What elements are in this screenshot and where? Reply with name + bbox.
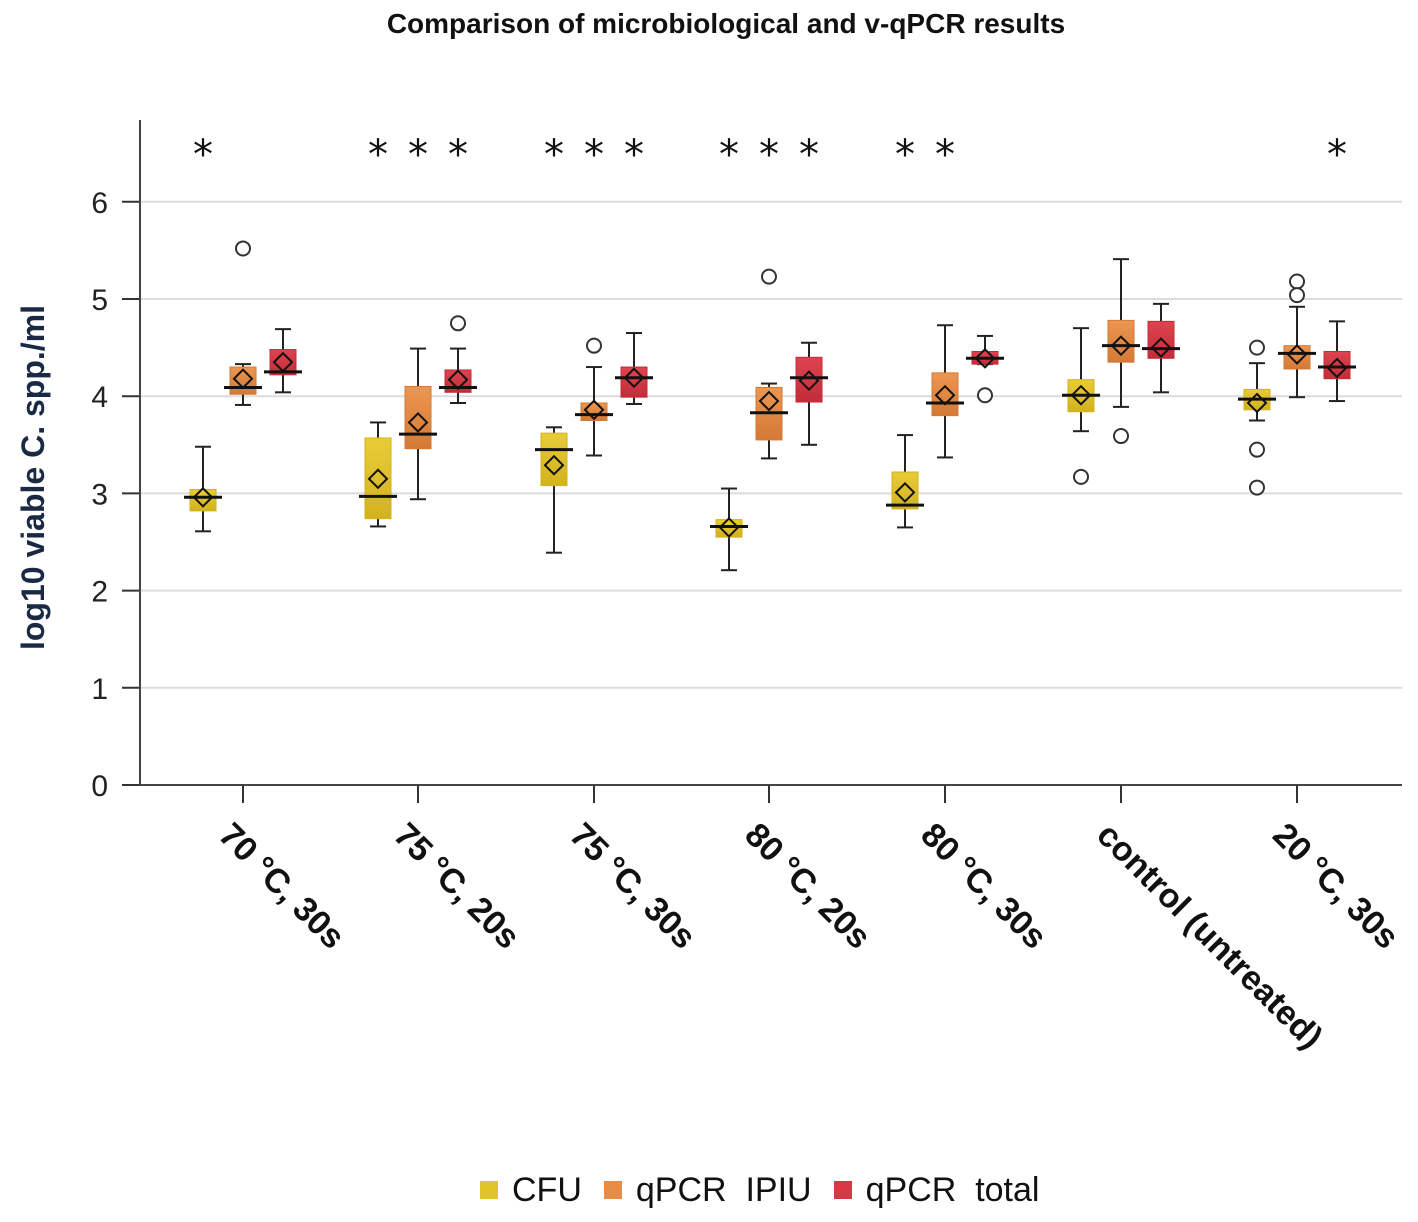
significance-marker: *: [448, 132, 468, 178]
mean-marker: [974, 347, 996, 369]
x-tick-label: 75 °C, 20s: [386, 816, 527, 957]
x-tick-label: 20 °C, 30s: [1265, 816, 1406, 957]
y-tick-label: 1: [91, 673, 108, 706]
significance-marker: *: [1327, 132, 1347, 178]
significance-marker: *: [719, 132, 739, 178]
mean-marker: [447, 369, 469, 391]
chart-title: Comparison of microbiological and v-qPCR…: [386, 8, 1066, 39]
mean-marker: [798, 370, 820, 392]
outlier-point: [1073, 468, 1089, 485]
mean-marker: [543, 454, 565, 476]
y-tick-label: 4: [91, 381, 108, 414]
outlier-point: [235, 240, 251, 257]
mean-marker: [272, 351, 294, 373]
legend-label: CFU: [512, 1170, 582, 1209]
legend: CFU qPCR IPIU qPCR total: [480, 1168, 1061, 1212]
mean-marker: [1246, 392, 1268, 414]
mean-marker: [407, 412, 429, 433]
legend-item: qPCR IPIU: [603, 1170, 812, 1210]
legend-item: CFU: [480, 1171, 582, 1210]
significance-marker: *: [544, 132, 564, 178]
y-tick-label: 5: [91, 284, 108, 317]
significance-marker: *: [624, 132, 644, 178]
legend-label: qPCR IPIU: [635, 1170, 812, 1209]
box-qpcr-total: [620, 366, 648, 398]
y-tick-label: 2: [91, 576, 108, 609]
outlier-point: [1249, 441, 1265, 458]
box-qpcr-ipiu: [229, 366, 257, 395]
outlier-point: [761, 268, 777, 285]
y-tick-label: 0: [91, 770, 108, 803]
legend-label: qPCR total: [865, 1170, 1040, 1209]
outlier-point: [1249, 479, 1265, 496]
box-cfu: [540, 432, 568, 487]
significance-marker: *: [895, 132, 915, 178]
y-axis-label: log10 viable C. spp./ml: [15, 305, 51, 650]
significance-marker: *: [935, 132, 955, 178]
outlier-point: [1113, 428, 1129, 445]
mean-marker: [367, 468, 389, 490]
outlier-point: [450, 315, 466, 332]
y-tick-label: 6: [91, 187, 108, 220]
box-cfu: [891, 471, 919, 510]
significance-marker: *: [799, 132, 819, 178]
x-tick-label: 80 °C, 20s: [737, 816, 878, 957]
outlier-point: [1249, 339, 1265, 356]
box-qpcr-total: [1323, 350, 1351, 380]
y-tick-label: 3: [91, 478, 108, 511]
significance-marker: *: [408, 132, 428, 178]
mean-marker: [1286, 343, 1308, 365]
mean-marker: [583, 399, 605, 421]
legend-item: qPCR total: [833, 1170, 1040, 1210]
outlier-point: [586, 337, 602, 354]
box-qpcr-ipiu: [1283, 345, 1311, 370]
mean-marker: [232, 368, 254, 390]
mean-marker: [1150, 337, 1172, 359]
outlier-point: [1289, 273, 1305, 290]
outlier-point: [977, 387, 993, 404]
labels: 0 1 2 3 4 5 6 log10 viable C. spp./ml 70 °C, 30s…: [15, 132, 1406, 1056]
boxplot-chart: 0 1 2 3 4 5 6 log10 viable C. spp./ml 70 °C, 30s…: [15, 120, 1406, 1056]
x-tick-label: 70 °C, 30s: [211, 816, 352, 957]
mean-marker: [894, 482, 916, 503]
significance-marker: *: [584, 132, 604, 178]
boxes: [184, 240, 1356, 572]
box-qpcr-ipiu: [404, 385, 432, 450]
x-tick-label: 75 °C, 30s: [562, 816, 703, 957]
mean-marker: [1110, 335, 1132, 357]
significance-marker: *: [368, 132, 388, 178]
significance-marker: *: [193, 132, 213, 178]
axes: [122, 120, 1402, 803]
mean-marker: [1070, 384, 1092, 406]
significance-marker: *: [759, 132, 779, 178]
x-tick-label: 80 °C, 30s: [913, 816, 1054, 957]
mean-marker: [758, 390, 780, 412]
mean-marker: [1326, 357, 1348, 379]
legend-swatch: [833, 1181, 852, 1199]
mean-marker: [623, 367, 645, 389]
mean-marker: [934, 384, 956, 406]
legend-swatch: [480, 1181, 498, 1199]
mean-marker: [192, 486, 214, 508]
outlier-point: [1289, 287, 1305, 304]
mean-marker: [718, 517, 740, 538]
legend-swatch: [603, 1181, 622, 1199]
